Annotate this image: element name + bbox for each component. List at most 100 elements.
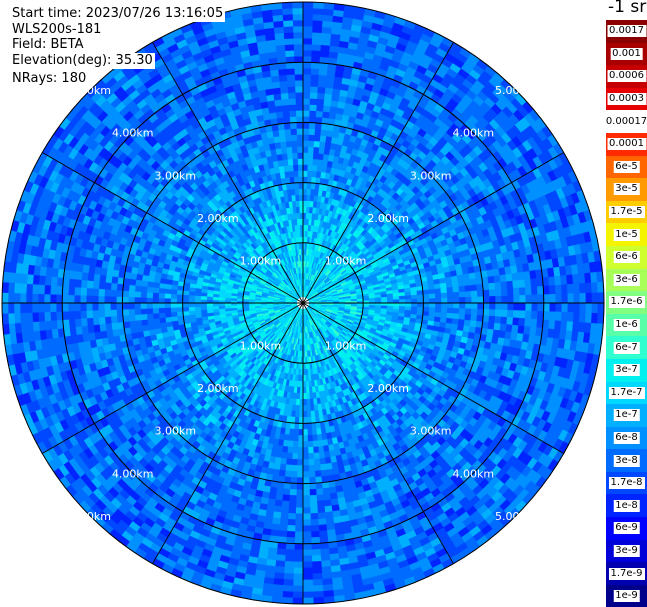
ppi-cell — [311, 176, 317, 184]
ppi-cell — [312, 440, 319, 448]
ppi-cell — [200, 302, 207, 307]
ppi-cell — [146, 302, 153, 309]
ppi-cell — [290, 134, 298, 142]
ppi-cell — [183, 314, 190, 321]
ppi-cell — [423, 302, 430, 308]
ppi-cell — [458, 291, 466, 298]
ppi-cell — [471, 296, 478, 304]
ppi-cell — [128, 302, 135, 310]
ppi-cell — [405, 302, 412, 308]
ppi-cell — [299, 392, 304, 400]
ppi-cell — [302, 447, 309, 454]
ppi-cell — [134, 308, 142, 316]
ppi-cell — [293, 164, 299, 172]
ppi-cell — [392, 296, 400, 301]
ppi-cell — [170, 288, 178, 295]
ppi-cell — [285, 140, 293, 148]
ppi-cell — [312, 446, 319, 454]
ppi-cell — [176, 311, 184, 317]
ppi-cell — [308, 146, 315, 154]
ppi-cell — [302, 212, 307, 220]
ppi-cell — [309, 392, 314, 400]
ppi-cell — [212, 302, 220, 307]
ppi-cell — [128, 296, 135, 304]
ppi-cell — [324, 456, 332, 465]
ppi-cell — [317, 439, 324, 447]
ppi-cell — [288, 164, 295, 172]
ppi-cell — [176, 298, 183, 304]
ppi-cell — [302, 194, 308, 201]
ppi-cell — [188, 302, 195, 308]
ppi-cell — [302, 429, 308, 436]
ppi-cell — [318, 451, 326, 459]
ppi-cell — [286, 452, 293, 460]
ppi-cell — [404, 295, 412, 300]
ppi-cell — [319, 141, 326, 149]
ppi-cell — [464, 285, 472, 292]
ppi-cell — [439, 282, 447, 289]
ppi-cell — [302, 399, 307, 406]
ppi-cell — [435, 297, 442, 304]
ppi-cell — [307, 440, 314, 448]
ppi-cell — [306, 410, 312, 418]
ppi-cell — [464, 314, 472, 321]
ppi-cell — [374, 297, 382, 301]
ppi-cell — [445, 317, 453, 325]
ppi-cell — [146, 291, 154, 298]
ppi-cell — [316, 433, 323, 441]
ppi-cell — [398, 295, 406, 300]
ppi-cell — [410, 306, 418, 312]
ppi-cell — [463, 319, 471, 327]
ppi-cell — [440, 287, 448, 294]
ppi-cell — [290, 188, 296, 196]
ppi-cell — [285, 134, 292, 142]
ppi-cell — [305, 368, 309, 376]
ppi-cell — [296, 218, 301, 226]
ppi-cell — [292, 152, 299, 160]
ppi-cell — [470, 290, 478, 298]
ppi-cell — [164, 293, 172, 299]
ppi-cell — [212, 299, 220, 304]
ppi-cell — [416, 306, 424, 312]
ppi-cell — [140, 308, 148, 315]
ppi-cell — [468, 272, 477, 280]
ppi-cell — [416, 290, 424, 296]
ppi-cell — [319, 135, 327, 143]
ppi-cell — [188, 306, 196, 312]
ppi-cell — [302, 170, 308, 177]
ppi-cell — [147, 318, 155, 326]
ppi-cell — [404, 291, 412, 297]
ppi-cell — [135, 319, 143, 327]
ppi-cell — [392, 302, 400, 307]
ppi-cell — [206, 299, 214, 304]
ppi-cell — [440, 292, 448, 299]
ppi-cell — [280, 141, 287, 149]
ppi-cell — [297, 152, 304, 159]
ppi-cell — [307, 446, 314, 454]
ppi-cell — [294, 410, 300, 418]
ppi-cell — [464, 290, 472, 298]
ppi-cell — [305, 392, 310, 400]
ppi-cell — [170, 302, 177, 308]
ppi-cell — [310, 410, 316, 418]
ppi-cell — [315, 427, 322, 435]
ppi-cell — [411, 302, 418, 308]
ppi-cell — [368, 297, 376, 301]
ppi-cell — [429, 302, 436, 308]
ppi-cell — [302, 140, 309, 147]
ppi-cell — [289, 176, 295, 184]
ppi-cell — [302, 188, 308, 195]
ppi-cell — [302, 152, 309, 159]
ppi-cell — [292, 440, 299, 448]
ppi-cell — [292, 200, 297, 208]
ppi-cell — [308, 128, 316, 136]
ppi-cell — [284, 171, 291, 179]
ppi-cell — [298, 417, 304, 424]
ppi-cell — [380, 296, 388, 301]
ppi-cell — [306, 182, 312, 190]
ppi-cell — [446, 287, 454, 294]
ppi-cell — [421, 285, 429, 291]
ppi-cell — [434, 307, 442, 313]
ppi-cell — [452, 313, 460, 320]
ppi-cell — [278, 469, 286, 477]
